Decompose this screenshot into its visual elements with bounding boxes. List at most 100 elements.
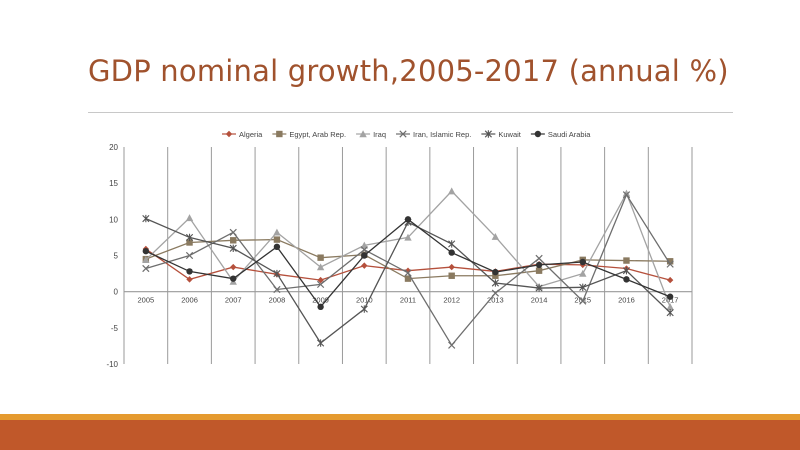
data-point <box>492 268 499 276</box>
series-line <box>145 218 671 308</box>
data-point <box>623 276 630 283</box>
data-point <box>361 252 368 259</box>
y-tick-label: -5 <box>111 324 119 333</box>
data-point <box>360 305 368 313</box>
data-point <box>666 303 674 311</box>
x-tick-label: 2010 <box>356 296 373 305</box>
data-point <box>186 268 193 275</box>
data-point <box>230 237 237 244</box>
data-point <box>317 339 325 347</box>
data-point <box>448 272 455 279</box>
data-point <box>535 261 543 269</box>
x-tick-label: 2006 <box>181 296 198 305</box>
data-point <box>317 254 324 261</box>
data-point <box>317 303 324 311</box>
data-point <box>535 254 543 263</box>
x-tick-label: 2013 <box>487 296 504 305</box>
data-point <box>317 276 324 284</box>
data-point <box>360 241 369 249</box>
data-point <box>492 272 499 279</box>
data-point <box>273 236 281 243</box>
title-divider <box>88 112 733 113</box>
series-iran-islamic-rep <box>142 191 674 349</box>
data-point <box>225 130 233 138</box>
legend-label: Egypt, Arab Rep. <box>289 130 346 139</box>
data-point <box>185 214 194 222</box>
data-point <box>273 285 281 294</box>
x-tick-label: 2005 <box>138 296 155 305</box>
data-point <box>229 228 237 236</box>
data-point <box>535 267 543 274</box>
data-point <box>491 279 499 287</box>
data-point <box>622 266 631 275</box>
data-point <box>359 130 367 138</box>
data-point <box>404 275 412 282</box>
data-point <box>448 263 455 271</box>
data-point <box>579 283 587 292</box>
data-point <box>273 243 281 251</box>
data-point <box>448 249 455 256</box>
data-point <box>623 257 630 264</box>
y-tick-label: 5 <box>114 252 119 261</box>
data-point <box>579 269 587 277</box>
data-point <box>491 289 500 297</box>
x-tick-label: 2008 <box>269 296 286 305</box>
data-point <box>186 239 193 246</box>
data-point <box>448 341 456 349</box>
data-point <box>666 260 674 268</box>
data-point <box>360 246 368 254</box>
data-point <box>361 262 368 269</box>
data-point <box>142 214 150 223</box>
data-point <box>273 269 281 278</box>
legend-item-iraq: Iraq <box>356 130 386 139</box>
data-point <box>276 130 283 138</box>
legend-item-algeria: Algeria <box>222 130 263 139</box>
data-point <box>666 276 674 284</box>
series-line <box>145 190 671 308</box>
data-point <box>185 233 194 242</box>
chart-series-group <box>142 187 674 349</box>
x-tick-label: 2011 <box>400 296 416 305</box>
data-point <box>186 276 193 283</box>
chart-axes: -10 -5 0 5 10 15 20 2005 2006 2007 2008 2009 2010 201… <box>106 143 692 369</box>
x-tick-label: 2007 <box>225 296 242 305</box>
data-point <box>484 130 492 138</box>
legend-item-egypt-arab-rep: Egypt, Arab Rep. <box>272 130 346 139</box>
x-tick-label: 2016 <box>618 296 635 305</box>
data-point <box>666 258 674 265</box>
data-point <box>404 216 412 223</box>
series-saudi-arabia <box>142 216 674 311</box>
y-tick-label: 15 <box>109 179 118 188</box>
data-point <box>666 308 674 317</box>
data-point <box>316 280 325 289</box>
data-point <box>142 247 150 255</box>
chart-gridlines <box>123 147 693 364</box>
x-tick-label: 2009 <box>312 296 329 305</box>
y-tick-label: 20 <box>109 143 118 152</box>
legend-item-kuwait: Kuwait <box>481 130 522 139</box>
data-point <box>230 275 237 282</box>
legend-label: Kuwait <box>498 130 521 139</box>
y-tick-label: -10 <box>106 360 118 369</box>
gdp-growth-line-chart: Algeria Egypt, Arab Rep. Iraq Iran, Islamic… <box>106 130 693 369</box>
data-point <box>399 130 407 138</box>
x-tick-label: 2017 <box>662 296 679 305</box>
legend-item-iran-islamic-rep: Iran, Islamic Rep. <box>396 130 471 139</box>
data-point <box>316 263 325 271</box>
data-point <box>491 232 500 240</box>
slide-title: GDP nominal growth,2005-2017 (annual %) <box>88 54 729 88</box>
series-line <box>145 248 671 281</box>
data-point <box>404 269 412 277</box>
data-point <box>447 187 456 195</box>
data-point <box>579 258 586 266</box>
data-point <box>535 284 543 292</box>
data-point <box>534 130 542 138</box>
data-point <box>142 256 150 264</box>
y-tick-label: 0 <box>114 288 119 297</box>
data-point <box>579 297 587 305</box>
data-point <box>666 293 674 300</box>
legend-label: Algeria <box>239 130 263 139</box>
data-point <box>448 240 456 248</box>
chart-legend: Algeria Egypt, Arab Rep. Iraq Iran, Islamic… <box>222 130 591 139</box>
data-point <box>230 263 237 271</box>
